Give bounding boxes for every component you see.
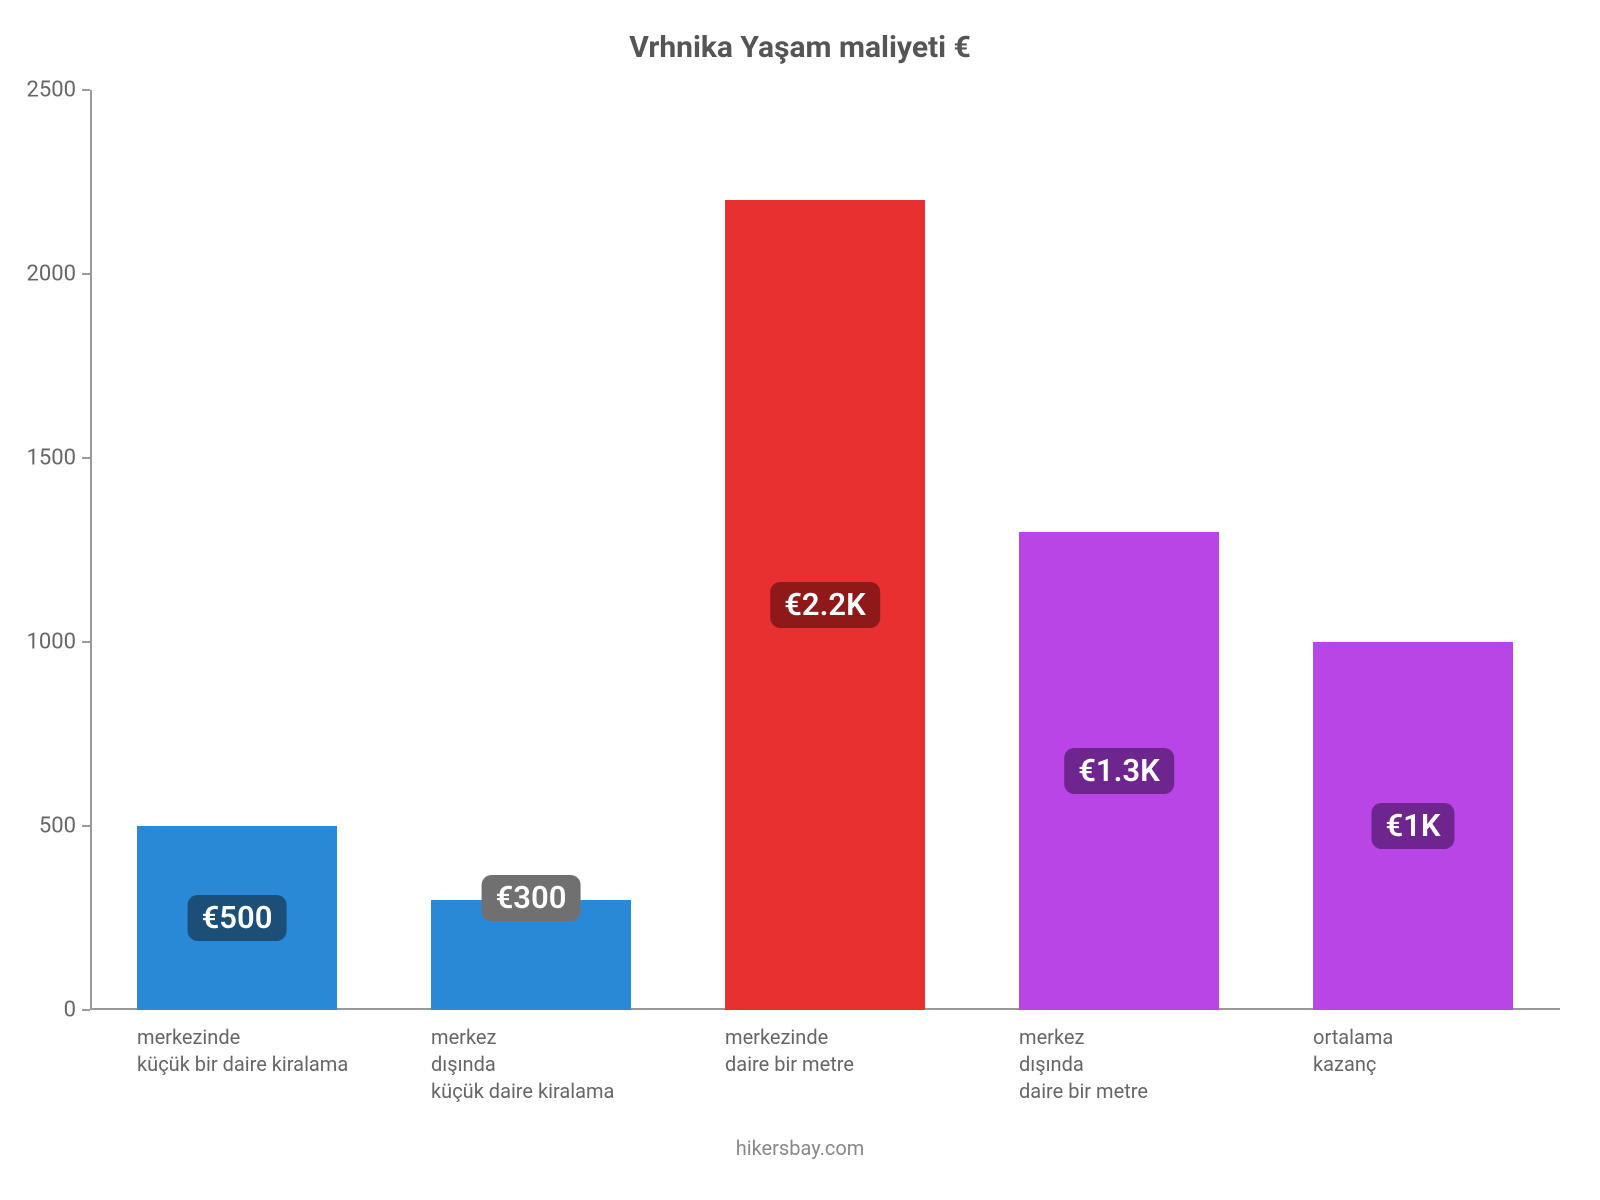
bar-value-badge: €300 [482,875,581,921]
y-tick-label: 2500 [27,78,90,103]
category-label: merkezindeküçük bir daire kiralama [137,1010,348,1078]
category-label: ortalamakazanç [1313,1010,1393,1078]
chart-title: Vrhnika Yaşam maliyeti € [0,30,1600,66]
y-tick-label: 2000 [27,262,90,287]
plot-area: 05001000150020002500€500merkezindeküçük … [90,90,1560,1010]
y-axis [90,90,92,1010]
bar-value-badge: €500 [188,895,287,941]
cost-of-living-bar-chart: Vrhnika Yaşam maliyeti € 050010001500200… [0,0,1600,1200]
category-label: merkezdışındaküçük daire kiralama [431,1010,614,1105]
category-label: merkezdışındadaire bir metre [1019,1010,1148,1105]
y-tick-label: 1000 [27,630,90,655]
source-label: hikersbay.com [0,1136,1600,1160]
y-tick-label: 0 [64,998,90,1023]
y-tick-label: 1500 [27,446,90,471]
y-tick-label: 500 [39,814,90,839]
bar-value-badge: €1K [1371,803,1454,849]
category-label: merkezindedaire bir metre [725,1010,854,1078]
bar-value-badge: €1.3K [1064,748,1174,794]
bar-value-badge: €2.2K [770,582,880,628]
